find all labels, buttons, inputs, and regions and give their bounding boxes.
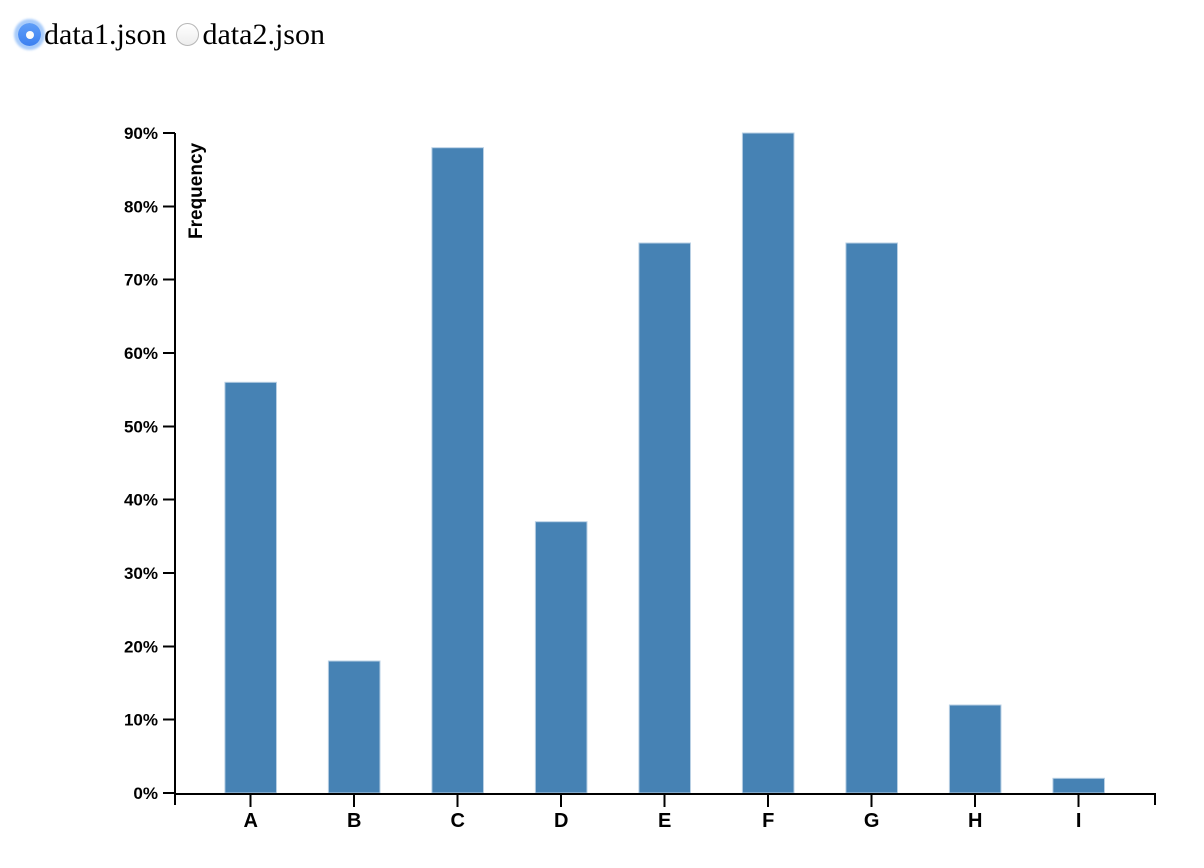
dataset-option-data1[interactable]: data1.json [18,18,166,51]
dataset-selector: data1.json data2.json [18,18,335,51]
x-tick-label-F: F [762,810,774,832]
radio-data2-unselected[interactable] [176,23,200,46]
x-tick-label-G: G [864,810,880,832]
bar-H [948,704,1002,794]
y-tick-label: 20% [124,637,158,656]
bar-B [327,660,381,794]
dataset-option-data2-label: data2.json [202,18,325,51]
y-tick-label: 10% [124,711,158,730]
y-axis-title: Frequency [186,142,207,239]
x-tick-label-B: B [347,810,361,832]
y-tick-label: 60% [124,344,158,363]
bar-C [431,147,484,794]
x-tick-label-H: H [968,810,982,832]
dataset-option-data2[interactable]: data2.json [176,18,325,51]
x-tick-label-E: E [658,810,671,832]
bar-A [224,381,277,794]
bar-I [1052,777,1106,794]
bar-F [741,132,795,794]
x-tick-label-D: D [554,810,568,832]
y-tick-label: 80% [124,197,158,216]
y-tick-label: 50% [124,417,158,436]
x-tick-label-I: I [1076,810,1082,832]
y-tick-label: 40% [124,491,158,510]
x-tick-label-C: C [450,810,464,832]
x-axis-line [174,793,1156,805]
bar-D [534,521,588,794]
y-tick-label: 30% [124,564,158,583]
x-tick-label-A: A [243,810,257,832]
y-tick-label: 90% [124,124,158,143]
y-tick-label: 70% [124,271,158,290]
y-tick-label: 0% [133,784,158,803]
dataset-option-data1-label: data1.json [44,18,167,51]
radio-data1-selected[interactable] [18,23,41,46]
bar-E [638,242,692,794]
bar-G [845,242,899,794]
